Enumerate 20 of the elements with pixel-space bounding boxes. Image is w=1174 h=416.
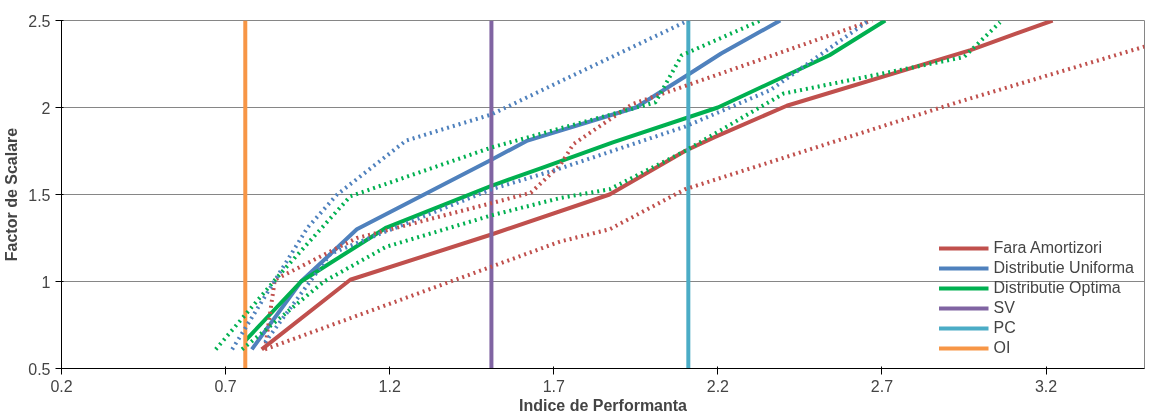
x-tick-label: 1.2 [378, 377, 401, 395]
y-tick-label: 2.5 [28, 12, 51, 30]
y-tick-label: 2 [41, 99, 51, 117]
legend-label: Distributie Optima [993, 279, 1121, 297]
x-tick-label: 2.2 [706, 377, 730, 395]
y-tick-label: 0.5 [28, 360, 51, 378]
y-tick-label: 1 [41, 273, 51, 291]
x-tick-label: 0.2 [50, 377, 73, 395]
x-tick-label: 2.7 [870, 377, 894, 395]
legend-label: Fara Amortizori [993, 239, 1102, 257]
y-tick-label: 1.5 [28, 186, 51, 204]
legend-label: Distributie Uniforma [993, 259, 1134, 277]
x-tick-label: 3.2 [1034, 377, 1058, 395]
y-axis-title: Factor de Scalare [3, 127, 21, 262]
legend-label: PC [993, 319, 1016, 337]
legend-label: SV [993, 299, 1015, 317]
x-tick-label: 0.7 [214, 377, 237, 395]
x-axis-title: Indice de Performanta [518, 396, 688, 414]
x-tick-label: 1.7 [542, 377, 565, 395]
legend-label: OI [993, 339, 1012, 357]
